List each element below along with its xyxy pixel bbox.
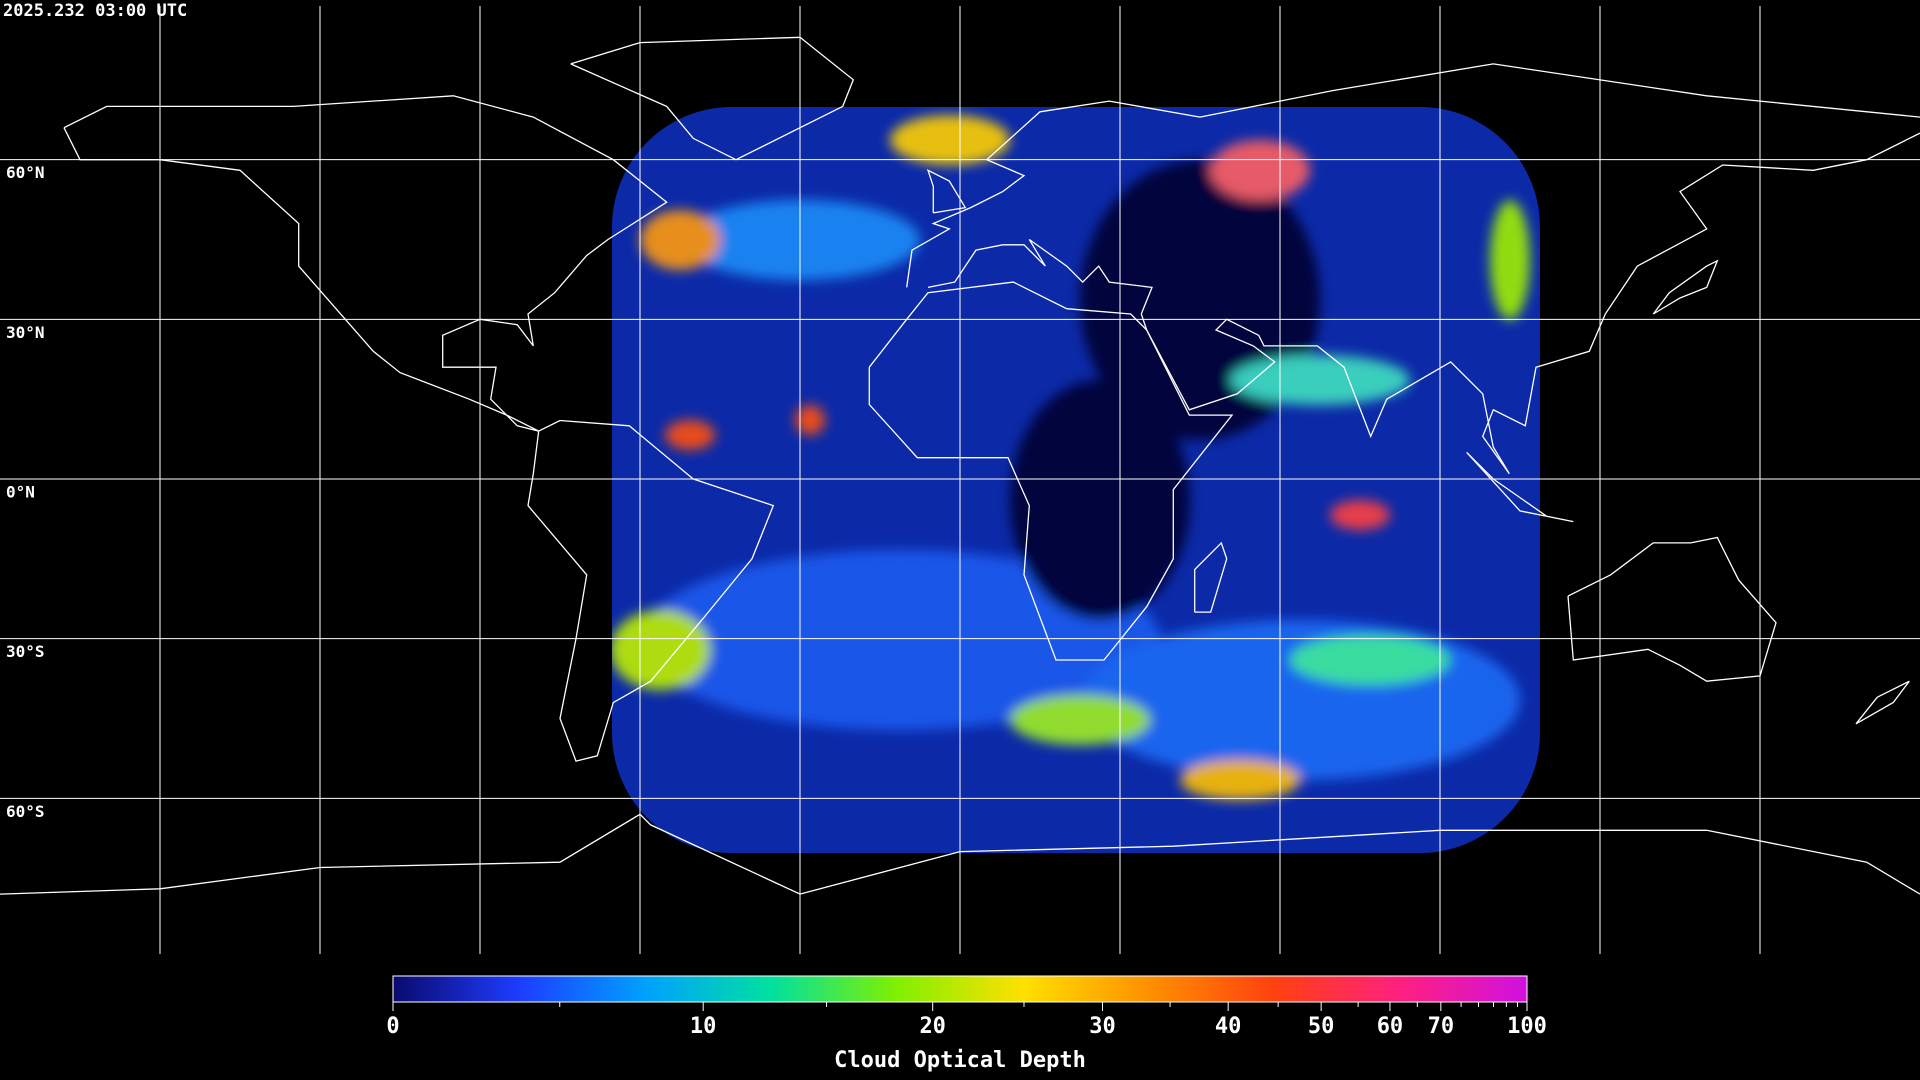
coastline	[570, 36, 855, 161]
latitude-label: 30°S	[6, 642, 45, 661]
coastline	[63, 95, 668, 432]
coastline	[868, 281, 1234, 661]
graticule: 60°N 30°N 0°N 30°S 60°S	[0, 6, 1920, 954]
colorbar-tick-label: 30	[1089, 1014, 1116, 1039]
latitude-label: 60°S	[6, 802, 45, 821]
colorbar-label: Cloud Optical Depth	[834, 1048, 1086, 1073]
coastline	[1652, 259, 1719, 315]
colorbar-tick-label: 60	[1377, 1014, 1404, 1039]
coastline	[1567, 536, 1777, 682]
latitude-label: 60°N	[6, 163, 45, 182]
colorbar-tick-label: 70	[1428, 1014, 1455, 1039]
coastline	[1194, 541, 1228, 613]
latitude-label: 0°N	[6, 483, 35, 502]
satellite-image	[612, 107, 1540, 853]
colorbar-tick-label: 20	[919, 1014, 946, 1039]
coastline	[927, 132, 1920, 475]
latitude-label: 30°N	[6, 323, 45, 342]
colorbar-tick-label: 0	[386, 1014, 399, 1039]
timestamp: 2025.232 03:00 UTC	[3, 1, 187, 21]
colorbar	[392, 975, 1528, 1003]
coastline	[527, 419, 775, 762]
colorbar-ticks: 0 10 20 30 40 50 60 70 100	[386, 1002, 1547, 1039]
colorbar-tick-label: 40	[1215, 1014, 1242, 1039]
coastline	[1466, 451, 1574, 523]
colorbar-tick-label: 10	[690, 1014, 717, 1039]
coastline	[1855, 680, 1910, 725]
colorbar-tick-label: 50	[1308, 1014, 1335, 1039]
colorbar-tick-label: 100	[1507, 1014, 1547, 1039]
